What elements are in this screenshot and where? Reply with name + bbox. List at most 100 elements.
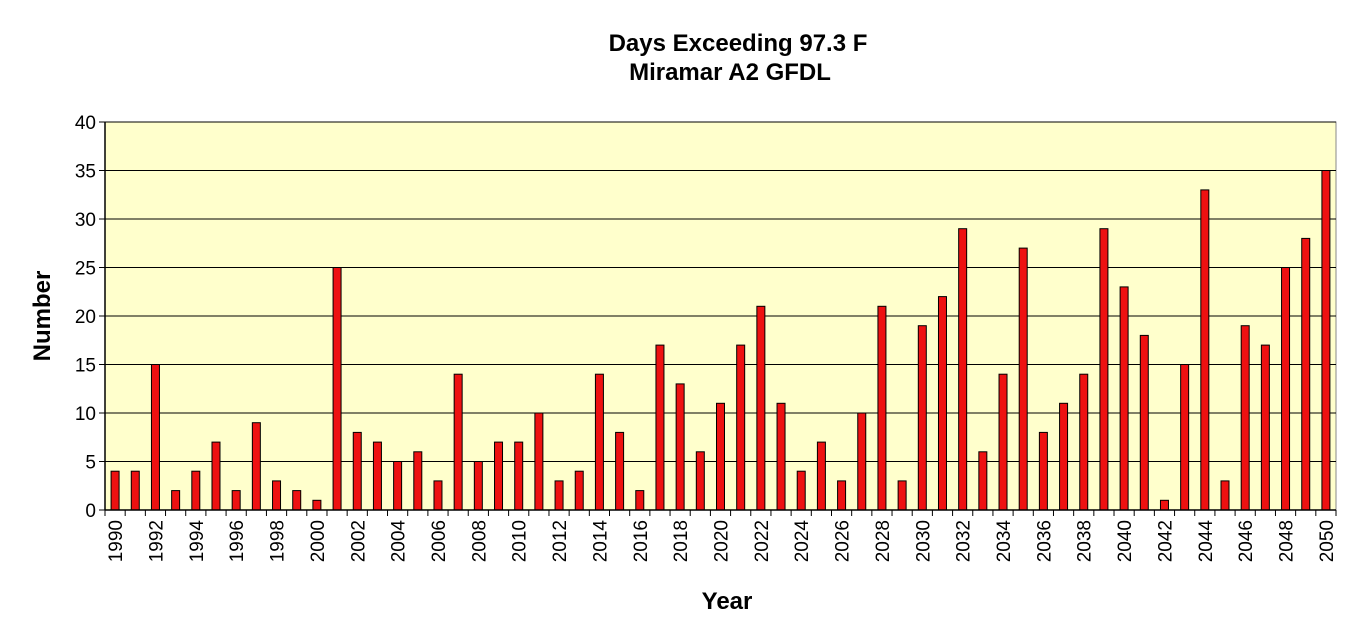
y-axis-label: Number: [29, 271, 56, 362]
bar: [211, 441, 221, 511]
bar: [1180, 364, 1190, 511]
bar: [191, 470, 201, 511]
bar: [1240, 325, 1250, 511]
x-tick-label: 2004: [389, 520, 410, 563]
bar: [473, 461, 483, 511]
bar: [110, 470, 120, 511]
bar: [1119, 286, 1129, 511]
chart-title: Days Exceeding 97.3 F: [609, 30, 868, 57]
bar: [130, 470, 140, 511]
bar: [312, 499, 322, 511]
bar: [837, 480, 847, 511]
x-tick-label: 2000: [308, 520, 329, 562]
bar: [897, 480, 907, 511]
bar: [978, 451, 988, 511]
x-tick-label: 2010: [510, 520, 531, 562]
bar: [1159, 499, 1169, 511]
x-tick-label: 2050: [1317, 520, 1338, 562]
bar: [736, 344, 746, 511]
x-tick-label: 2030: [913, 520, 934, 562]
bar: [877, 305, 887, 511]
bar: [655, 344, 665, 511]
x-axis-label: Year: [702, 588, 753, 615]
bar: [1079, 373, 1089, 511]
bar: [635, 490, 645, 511]
bar: [393, 461, 403, 511]
y-tick-label: 15: [75, 356, 96, 377]
bar: [292, 490, 302, 511]
x-tick-label: 2044: [1196, 520, 1217, 563]
bar: [615, 431, 625, 511]
x-tick-label: 2024: [792, 520, 813, 563]
x-tick-label: 2002: [348, 520, 369, 562]
x-tick-label: 2008: [469, 520, 490, 562]
y-tick-label: 0: [85, 501, 96, 522]
x-tick-label: 2022: [752, 520, 773, 562]
gridlines: [105, 121, 1336, 462]
x-tick-label: 1996: [227, 520, 248, 562]
bar: [1260, 344, 1270, 511]
x-tick-label: 2038: [1075, 520, 1096, 562]
x-tick-label: 1998: [268, 520, 289, 562]
bar: [675, 383, 685, 511]
bar: [796, 470, 806, 511]
bar: [1281, 267, 1291, 511]
y-axis-ticks: 0 5 10 15 20 25 30 35 40: [75, 113, 105, 522]
x-tick-label: 2016: [631, 520, 652, 562]
x-tick-label: 1992: [146, 520, 167, 562]
bar: [534, 412, 544, 511]
x-tick-label: 2026: [833, 520, 854, 562]
bar: [433, 480, 443, 511]
bar: [372, 441, 382, 511]
bar: [776, 402, 786, 511]
x-tick-label: 2046: [1236, 520, 1257, 562]
bar: [272, 480, 282, 511]
bar: [332, 267, 342, 511]
bar: [1139, 334, 1149, 511]
y-tick-label: 25: [75, 259, 96, 280]
y-tick-label: 40: [75, 113, 96, 134]
bar: [514, 441, 524, 511]
x-tick-label: 2040: [1115, 520, 1136, 562]
bar: [150, 364, 160, 511]
bar: [1018, 247, 1028, 511]
y-tick-label: 10: [75, 404, 96, 425]
bar: [857, 412, 867, 511]
x-tick-label: 2006: [429, 520, 450, 562]
bar: [756, 305, 766, 511]
x-tick-label: 2034: [994, 520, 1015, 563]
bar: [1301, 237, 1311, 511]
bar: [251, 422, 261, 511]
bar: [1059, 402, 1069, 511]
bar: [231, 490, 241, 511]
x-tick-label: 2042: [1155, 520, 1176, 562]
x-tick-label: 1990: [106, 520, 127, 562]
x-tick-label: 2012: [550, 520, 571, 562]
bar: [917, 325, 927, 511]
bar: [958, 228, 968, 511]
bar: [1220, 480, 1230, 511]
bar: [998, 373, 1008, 511]
bar: [352, 431, 362, 511]
bar: [1099, 228, 1109, 511]
bar: [816, 441, 826, 511]
x-tick-label: 2018: [671, 520, 692, 562]
bar: [554, 480, 564, 511]
x-tick-label: 2028: [873, 520, 894, 562]
x-axis-ticks: 1990 1992 1994 1996 1998 2000 2002 2004 2006 2008…: [104, 510, 1338, 563]
x-tick-label: 2048: [1277, 520, 1298, 562]
y-tick-label: 30: [75, 210, 96, 231]
y-tick-label: 5: [85, 453, 96, 474]
bar: [716, 402, 725, 511]
x-tick-label: 2020: [712, 520, 733, 562]
y-tick-label: 20: [75, 307, 96, 328]
bar: [594, 373, 604, 511]
bar: [171, 490, 181, 511]
bar: [695, 451, 705, 511]
bar: [937, 296, 947, 511]
x-tick-label: 2032: [954, 520, 975, 562]
bar: [1038, 431, 1048, 511]
y-tick-label: 35: [75, 162, 96, 183]
bar: [574, 470, 584, 511]
chart-subtitle: Miramar A2 GFDL: [629, 59, 831, 86]
